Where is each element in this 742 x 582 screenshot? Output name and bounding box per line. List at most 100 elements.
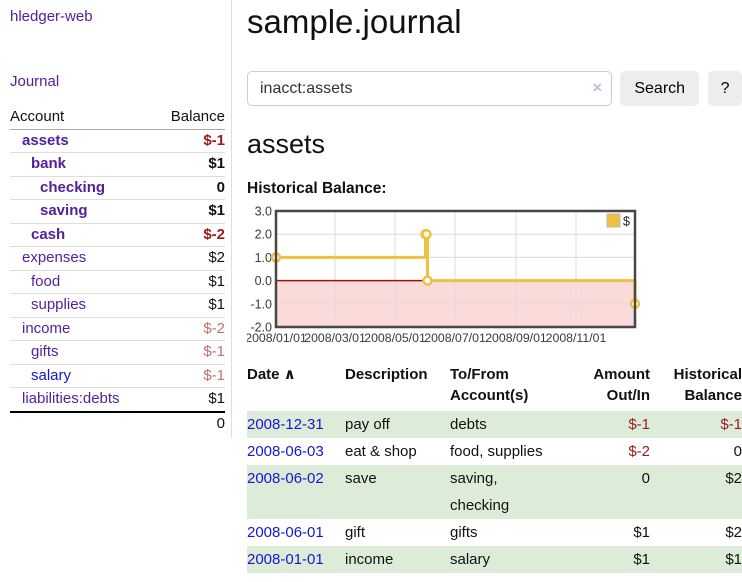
account-link[interactable]: supplies xyxy=(31,296,87,313)
chart-y-tick-label: 0.0 xyxy=(255,274,272,288)
account-name-cell: income xyxy=(10,317,154,341)
account-link[interactable]: liabilities:debts xyxy=(22,390,120,407)
account-balance: $1 xyxy=(153,293,225,318)
chart-x-tick-label: 2008/11/01 xyxy=(546,331,607,345)
search-input[interactable] xyxy=(247,71,613,106)
account-balance: $-1 xyxy=(153,364,225,388)
register-balance-cell: $1 xyxy=(725,551,742,568)
app-title-link[interactable]: hledger-web xyxy=(10,8,93,25)
chart-y-tick-label: 2.0 xyxy=(255,228,272,242)
register-balance-cell: $2 xyxy=(725,524,742,541)
account-link[interactable]: gifts xyxy=(31,343,59,360)
account-link[interactable]: checking xyxy=(40,178,106,196)
sidebar-item-journal[interactable]: Journal xyxy=(10,73,60,90)
register-amount-cell: $1 xyxy=(633,524,650,541)
account-balance: $1 xyxy=(208,390,225,407)
account-name-cell: liabilities:debts xyxy=(10,388,154,412)
account-row: liabilities:debts $1 xyxy=(10,388,225,412)
register-accounts-cell: salary xyxy=(450,551,491,568)
chart-y-tick-label: 3.0 xyxy=(255,205,272,219)
account-row: saving $1 xyxy=(10,199,225,224)
register-description-cell: pay off xyxy=(345,416,390,433)
accounts-table: Account Balance assets $-1 bank $1 checking 0… xyxy=(10,106,225,435)
transaction-date-link[interactable]: 2008-12-31 xyxy=(247,416,324,433)
account-name-cell: bank xyxy=(10,152,154,177)
account-name-cell: gifts xyxy=(10,340,154,365)
transaction-date-link[interactable]: 2008-06-01 xyxy=(247,524,324,541)
account-link[interactable]: income xyxy=(22,319,71,337)
account-name-cell: food xyxy=(10,270,154,294)
register-col-date: Date ∧ xyxy=(247,366,296,383)
clear-search-icon[interactable]: × xyxy=(592,78,603,97)
register-accounts-cell: gifts xyxy=(450,524,478,541)
accounts-total-spacer xyxy=(10,410,154,435)
account-balance: $-2 xyxy=(153,223,225,247)
account-balance: $2 xyxy=(153,246,225,271)
sidebar: hledger-web Journal Account Balance asse… xyxy=(0,0,232,438)
page-title: sample.journal xyxy=(247,3,462,40)
account-link[interactable]: cash xyxy=(31,225,66,243)
account-name-cell: assets xyxy=(10,129,154,153)
register-description-cell: eat & shop xyxy=(345,443,417,460)
transaction-date-link[interactable]: 2008-06-02 xyxy=(247,470,324,487)
account-link[interactable]: saving xyxy=(40,202,88,219)
account-row: assets $-1 xyxy=(10,129,225,153)
chart-x-tick-label: 2008/01/01 xyxy=(247,331,307,345)
register-row: 2008-01-01 income salary $1 $1 xyxy=(247,546,742,573)
accounts-total-value: 0 xyxy=(153,410,225,435)
chart-point-marker xyxy=(422,275,433,286)
register-table: Date ∧ Description To/From Account(s) Amount… xyxy=(247,364,742,573)
account-link[interactable]: food xyxy=(31,272,61,290)
register-row: 2008-12-31 pay off debts $-1 $-1 xyxy=(247,411,742,438)
help-button[interactable]: ? xyxy=(708,71,742,106)
account-row: supplies $1 xyxy=(10,293,225,318)
account-link[interactable]: salary xyxy=(31,366,72,384)
chart-plot-border xyxy=(274,209,637,329)
register-description-cell: gift xyxy=(345,524,366,541)
accounts-total-row: 0 xyxy=(10,410,225,435)
register-col-amount: Amount Out/In xyxy=(593,366,650,404)
account-row: gifts $-1 xyxy=(10,340,225,365)
register-date-cell: 2008-06-02 xyxy=(247,465,345,519)
chart-y-tick-label: -1.0 xyxy=(250,297,272,311)
search-form: × Search ? xyxy=(247,71,742,106)
account-link[interactable]: assets xyxy=(22,131,69,149)
account-link[interactable]: expenses xyxy=(22,249,87,266)
register-accounts-cell: debts xyxy=(450,416,487,433)
register-amount-cell: $-2 xyxy=(628,443,650,460)
accounts-col-account: Account xyxy=(10,106,154,130)
register-balance-cell: 0 xyxy=(733,443,742,460)
register-amount-cell: $-1 xyxy=(628,416,650,433)
chart-svg: 3.0 2.0 1.0 0.0 -1.0 -2.02008/01/012008/03/01… xyxy=(245,205,641,345)
register-description-cell: save xyxy=(345,470,377,487)
chart-x-tick-label: 2008/03/01 xyxy=(304,331,366,345)
register-col-desc: Description xyxy=(345,366,428,383)
transaction-date-link[interactable]: 2008-06-03 xyxy=(247,443,324,460)
account-balance: $-1 xyxy=(153,129,225,153)
account-row: income $-2 xyxy=(10,317,225,341)
account-balance: $1 xyxy=(153,270,225,294)
chart-heading: Historical Balance: xyxy=(247,180,387,197)
account-row: cash $-2 xyxy=(10,223,225,247)
account-balance: $1 xyxy=(153,152,225,177)
register-row: 2008-06-01 gift gifts $1 $2 xyxy=(247,519,742,546)
account-name-cell: cash xyxy=(10,223,154,247)
register-accounts-cell: food, supplies xyxy=(450,443,543,460)
account-name-cell: supplies xyxy=(10,293,154,318)
register-accounts-cell: saving, checking xyxy=(450,470,510,514)
search-button[interactable]: Search xyxy=(620,71,700,106)
chart-y-tick-label: 1.0 xyxy=(255,251,272,265)
account-balance: 0 xyxy=(153,176,225,200)
transaction-date-link[interactable]: 2008-01-01 xyxy=(247,551,324,568)
register-date-cell: 2008-06-01 xyxy=(247,519,345,546)
account-row: bank $1 xyxy=(10,152,225,177)
chart-legend-label: $ xyxy=(623,215,630,229)
register-description-cell: income xyxy=(345,551,394,568)
account-row: food $1 xyxy=(10,270,225,294)
account-row: salary $-1 xyxy=(10,364,225,388)
register-date-cell: 2008-06-03 xyxy=(247,438,345,465)
account-balance: $-1 xyxy=(153,340,225,365)
register-col-balance: Historical Balance xyxy=(673,366,742,404)
register-header-row: Date ∧ Description To/From Account(s) Amount… xyxy=(247,364,742,411)
account-link[interactable]: bank xyxy=(31,155,67,172)
